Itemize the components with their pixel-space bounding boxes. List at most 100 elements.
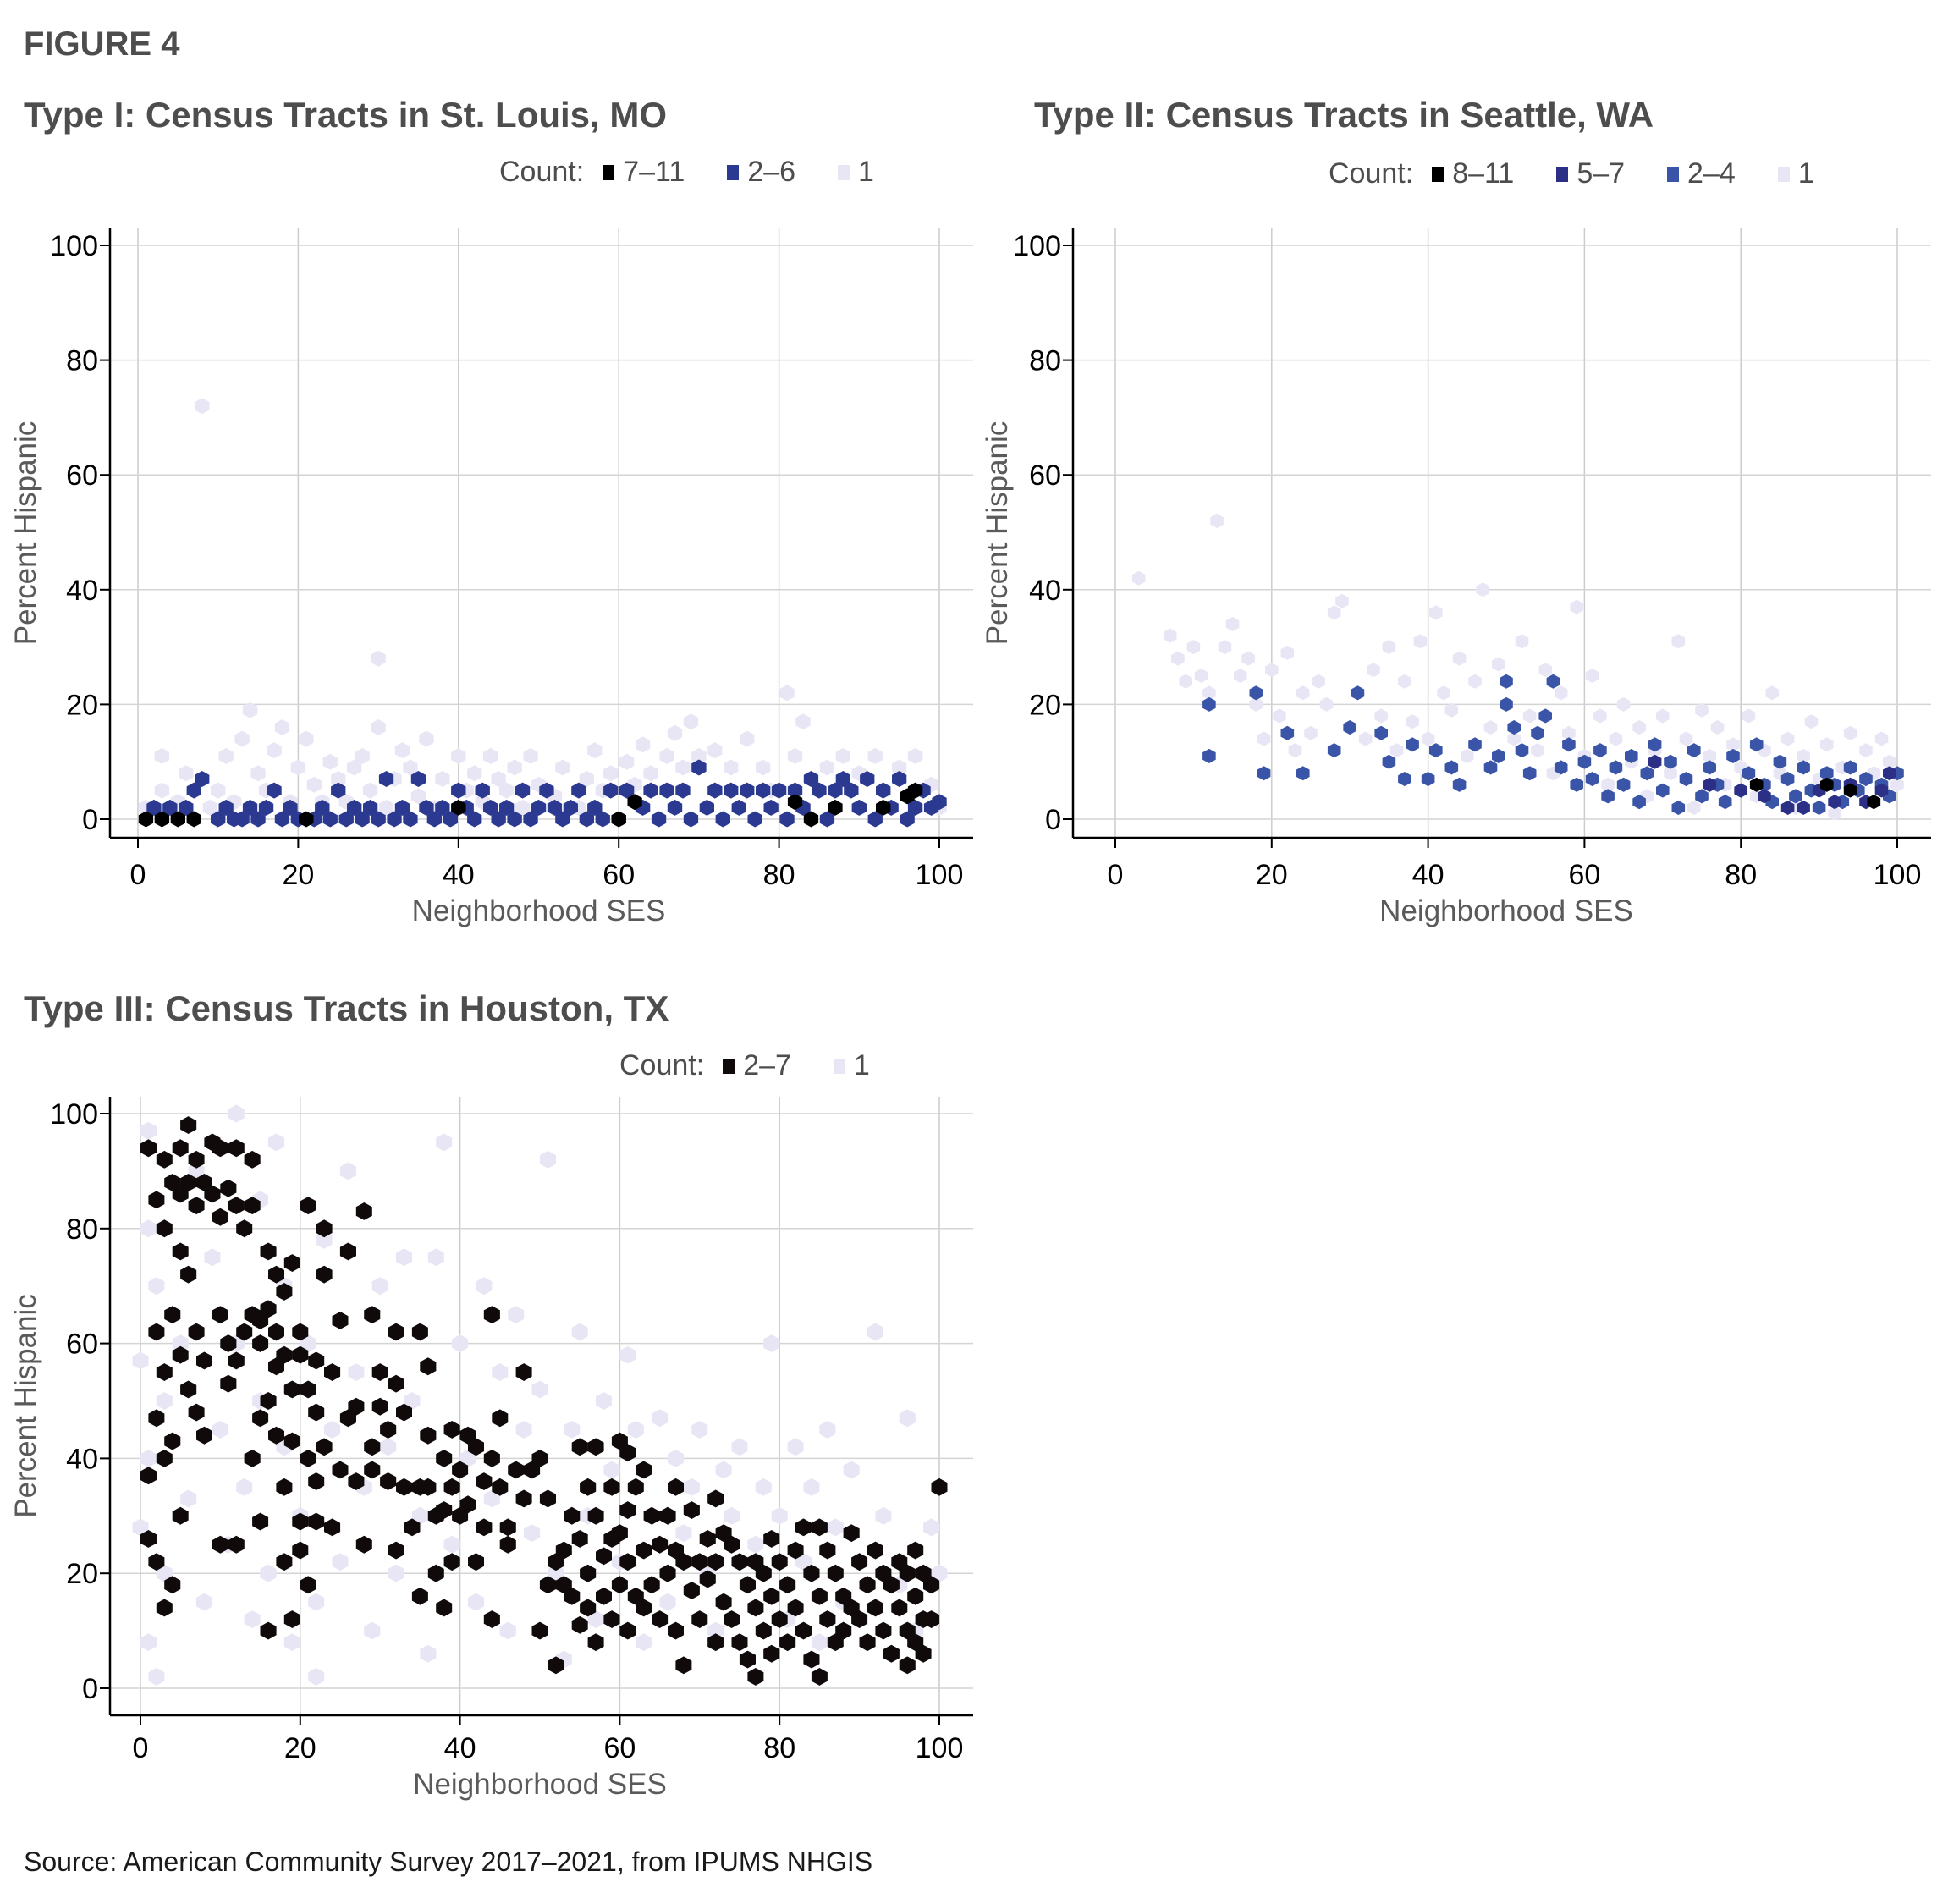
hexbin-level2 [668, 1478, 684, 1496]
hexbin-level1 [1265, 663, 1279, 678]
hexbin-level2 [508, 1461, 525, 1479]
hexbin-level2 [835, 1587, 852, 1605]
hexbin-level2 [907, 1633, 924, 1652]
x-axis-title: Neighborhood SES [413, 1768, 667, 1801]
hexbin-level2 [923, 1610, 940, 1628]
hexbin-level1 [1413, 634, 1428, 649]
hexbin-level1 [380, 1438, 397, 1456]
hexbin-level2 [308, 1512, 325, 1531]
hexbin-level2 [427, 1564, 444, 1582]
y-tick-label: 60 [66, 459, 98, 492]
hexbin-level2 [1616, 777, 1631, 792]
hexbin-level1 [652, 1409, 669, 1428]
hexbin-level2 [452, 1506, 469, 1525]
hexbin-level2 [907, 799, 923, 816]
hexbin-level2 [771, 782, 787, 799]
hexbin-level2 [435, 799, 450, 816]
hexbin-level2 [564, 1587, 581, 1605]
hexbin-level3 [451, 799, 466, 816]
hexbin-level3 [170, 811, 185, 828]
hexbin-level2 [707, 1633, 724, 1652]
hexbin-level1 [892, 759, 907, 776]
hexbin-level1 [234, 730, 250, 747]
hexbin-level2 [476, 1472, 493, 1490]
hexbin-level2 [252, 1334, 269, 1352]
hexbin-level2 [580, 1478, 597, 1496]
hexbin-level1 [1632, 720, 1646, 735]
hexbin-level1 [1687, 800, 1701, 815]
hexbin-level2 [668, 1541, 684, 1560]
hexbin-level2 [1507, 720, 1521, 735]
hexbin-level2 [1593, 743, 1607, 758]
hexbin-level2 [244, 1150, 261, 1169]
hexbin-level2 [603, 782, 619, 799]
hexbin-level2 [564, 1506, 581, 1525]
hexbin-level2 [148, 1191, 165, 1209]
hexbin-level1 [211, 782, 226, 799]
hexbin-level1 [819, 1421, 836, 1439]
legend-swatch [603, 164, 615, 180]
hexbin-level2 [859, 1576, 876, 1594]
hexbin-level2 [900, 811, 915, 828]
hexbin-level1 [1515, 634, 1529, 649]
hexbin-level2 [196, 1351, 212, 1370]
hexbin-level1 [410, 788, 426, 805]
hexbin-level1 [499, 1621, 516, 1640]
hexbin-level1 [339, 1162, 356, 1180]
legend-item: 2–7 [723, 1049, 791, 1082]
hexbin-level1 [1797, 748, 1810, 763]
hexbin-level2 [892, 771, 907, 787]
y-tick-label: 100 [50, 1098, 98, 1131]
hexbin-level2 [756, 782, 771, 799]
hexbin-level1 [1554, 685, 1568, 701]
hexbin-level2 [1452, 777, 1467, 792]
hexbin-level2 [603, 1610, 620, 1628]
hexbin-level1 [1186, 640, 1201, 655]
hexbin-level2 [244, 1450, 261, 1467]
hexbin-level1 [299, 730, 314, 747]
hexbin-level2 [483, 1306, 500, 1324]
hexbin-level2 [851, 799, 867, 816]
hexbin-level1 [1280, 645, 1295, 660]
hexbin-level1 [1710, 720, 1725, 735]
hexbin-level1 [396, 1248, 412, 1267]
legend-swatch [838, 164, 850, 180]
x-tick-label: 0 [130, 859, 146, 891]
hexbin-level2 [268, 1265, 284, 1284]
hexbin-level2 [364, 1461, 381, 1479]
hexbin-level3 [1883, 766, 1896, 781]
hexbin-level1 [179, 765, 194, 782]
hexbin-level2 [292, 1541, 309, 1560]
hexbin-level2 [234, 811, 250, 828]
hexbin-level2 [148, 1409, 165, 1428]
hexbin-level2 [420, 1357, 437, 1376]
hexbin-level2 [252, 1512, 269, 1531]
y-tick-label: 60 [1029, 459, 1061, 492]
hexbin-level1 [843, 1461, 860, 1479]
hexbin-level2 [1382, 754, 1396, 769]
legend-label: 1 [853, 1049, 870, 1081]
hexbin-level2 [843, 1524, 860, 1543]
hexbin-level2 [675, 1553, 692, 1571]
hexbin-level2 [1820, 766, 1834, 781]
hexbin-level1 [803, 1478, 820, 1496]
hexbin-level2 [196, 1426, 212, 1445]
hexbin-level2 [651, 811, 667, 828]
hexbin-level2 [715, 811, 730, 828]
hexbin-level2 [403, 811, 418, 828]
hexbin-level2 [555, 1541, 572, 1560]
hexbin-level3 [611, 811, 626, 828]
hexbin-level2 [180, 1380, 197, 1399]
hexbin-level1 [403, 759, 418, 776]
hexbin-level1 [331, 771, 346, 787]
hexbin-level1 [1179, 674, 1192, 689]
hexbin-level1 [1171, 651, 1185, 666]
hexbin-level2 [228, 1197, 245, 1215]
hexbin-level2 [236, 1323, 253, 1341]
legend-label: 2–6 [747, 156, 796, 188]
hexbin-level2 [835, 771, 850, 787]
hexbin-level2 [675, 782, 691, 799]
hexbin-level2 [396, 1478, 412, 1496]
hexbin-level2 [891, 1553, 908, 1571]
